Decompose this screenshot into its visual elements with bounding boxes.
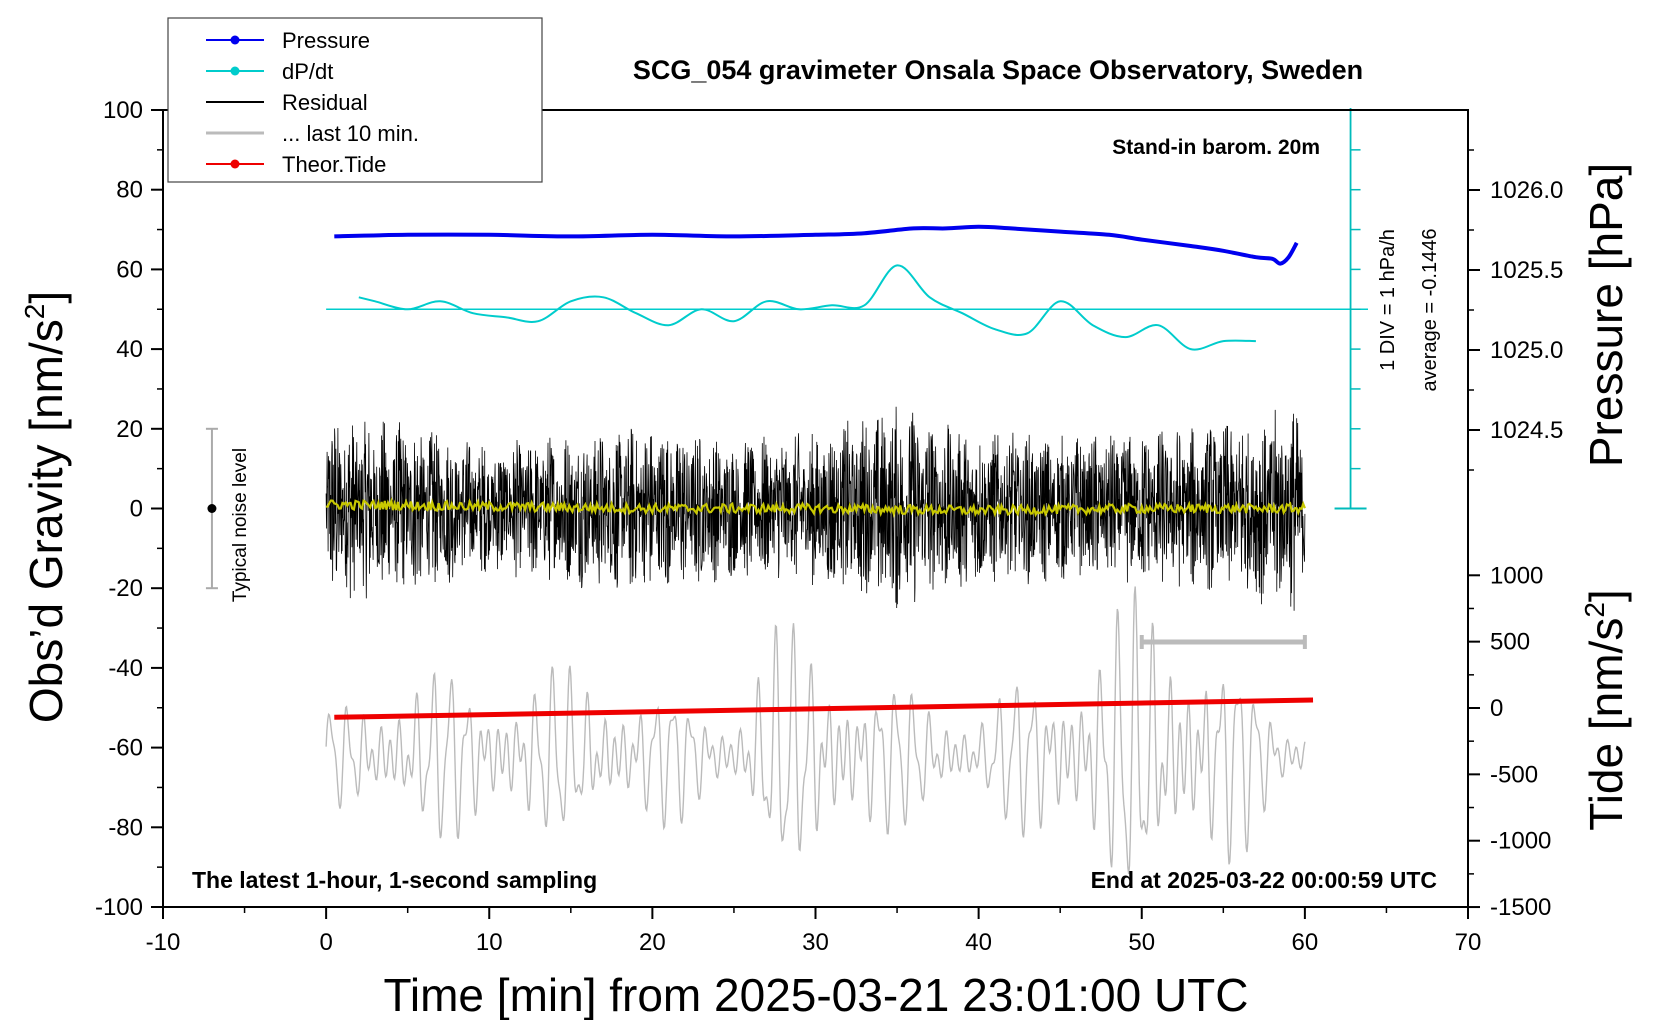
last-10-min-series [325,586,1306,875]
div-note: 1 DIV = 1 hPa/h [1377,229,1399,371]
legend-label: Theor.Tide [282,152,386,177]
pressure-tick-label: 1025.0 [1490,337,1563,364]
y-tick-label: -40 [108,655,143,682]
x-tick-label: 30 [802,929,829,956]
residual-mean-series [325,496,1306,519]
x-tick-label: 0 [319,929,332,956]
pressure-series [334,224,1299,266]
legend-marker [230,159,240,169]
y-tick-label: -80 [108,814,143,841]
chart-title: SCG_054 gravimeter Onsala Space Observat… [633,55,1363,85]
x-axis-label: Time [min] from 2025-03-21 23:01:00 UTC [384,969,1249,1020]
pressure-tick-label: 1026.0 [1490,177,1563,204]
y-tick-label: 0 [130,496,143,523]
bottom-right-note: End at 2025-03-22 00:00:59 UTC [1091,867,1437,893]
y-axis-label-tide-sup: 2 [1579,602,1610,618]
y-axis-label-gravity-base: Obs’d Gravity [nm/s [20,319,72,723]
y-axis-label-tide-close: ] [1580,589,1632,602]
y-axis-label-gravity-sup: 2 [19,304,50,320]
y-tick-label: -100 [95,894,143,921]
y-axis-label-gravity-close: ] [20,291,72,304]
plot-area [205,108,1368,875]
y-tick-label: 80 [116,177,143,204]
tide-tick-label: 500 [1490,629,1530,656]
tide-tick-label: -1000 [1490,828,1551,855]
barometer-note: Stand-in barom. 20m [1112,136,1320,159]
legend: Pressure dP/dt Residual ... last 10 min. The… [167,17,543,183]
tide-tick-label: -500 [1490,761,1538,788]
tide-tick-label: 1000 [1490,562,1543,589]
legend-label: dP/dt [282,59,333,84]
x-tick-label: 20 [639,929,666,956]
y-axis-label-tide: Tide [nm/s2] [1579,589,1632,830]
bottom-left-note: The latest 1-hour, 1-second sampling [192,867,597,893]
axes: -10 0 10 20 30 40 50 60 70100806040200-20-40-60-… [95,97,1563,956]
legend-box [167,17,543,183]
x-tick-label: 70 [1455,929,1482,956]
legend-marker [230,66,240,76]
tide-tick-label: 0 [1490,695,1503,722]
y-axis-label-tide-base: Tide [nm/s [1580,618,1632,831]
pressure-tick-label: 1025.5 [1490,257,1563,284]
y-tick-label: 100 [103,97,143,124]
noise-bar-dot [207,504,217,513]
dpdt-series [358,264,1256,351]
tide-series [334,697,1314,720]
average-note: average = -0.1446 [1419,229,1441,392]
x-tick-label: 60 [1292,929,1319,956]
legend-marker [230,35,240,45]
x-tick-label: -10 [146,929,181,956]
noise-level-label: Typical noise level [230,448,251,602]
y-tick-label: -60 [108,735,143,762]
x-tick-label: 50 [1128,929,1155,956]
y-tick-label: -20 [108,575,143,602]
legend-label: Residual [282,90,368,115]
pressure-tick-label: 1024.5 [1490,417,1563,444]
residual-series [325,406,1306,611]
y-tick-label: 60 [116,256,143,283]
y-tick-label: 20 [116,416,143,443]
y-tick-label: 40 [116,336,143,363]
tide-tick-label: -1500 [1490,894,1551,921]
legend-label: Pressure [282,28,370,53]
x-tick-label: 40 [965,929,992,956]
y-axis-label-gravity: Obs’d Gravity [nm/s2] [19,291,72,723]
x-tick-label: 10 [476,929,503,956]
y-axis-label-pressure: Pressure [hPa] [1580,163,1632,467]
legend-label: ... last 10 min. [282,121,419,146]
